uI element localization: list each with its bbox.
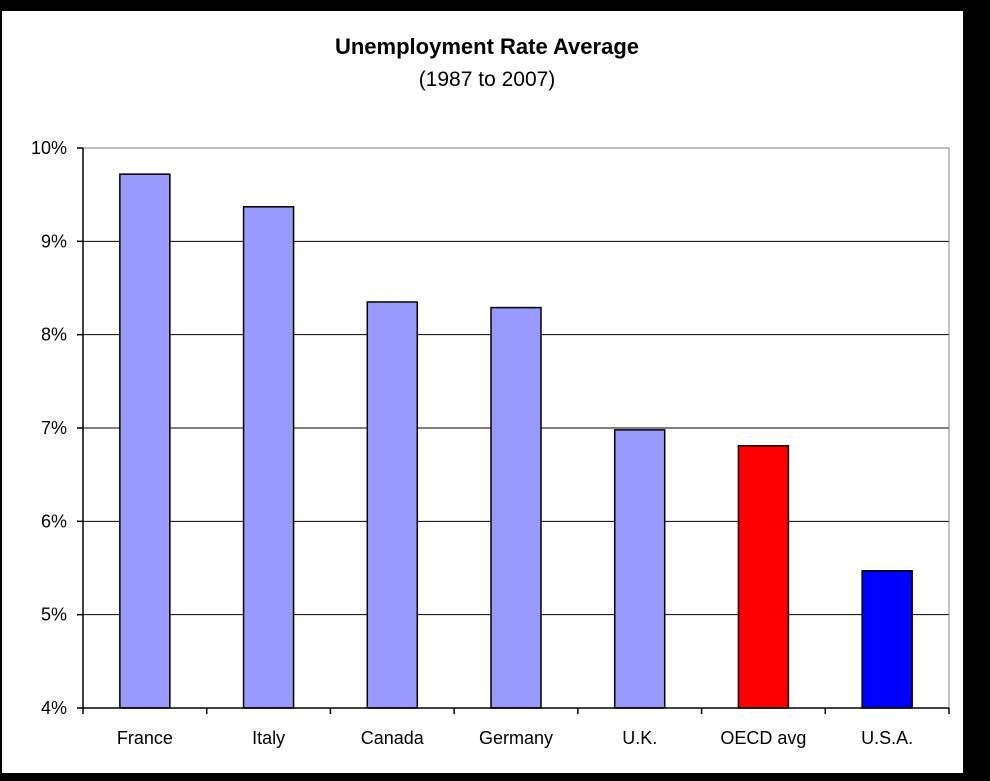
y-tick-label: 8% bbox=[41, 325, 67, 345]
x-category-label: Germany bbox=[479, 728, 553, 748]
bars bbox=[119, 173, 913, 709]
y-tick-labels: 4% 5% 6% 7% 8% 9% 10% bbox=[31, 138, 67, 718]
x-category-label: Italy bbox=[252, 728, 285, 748]
bar-italy bbox=[242, 206, 295, 709]
y-tick-label: 5% bbox=[41, 605, 67, 625]
bar-france bbox=[119, 173, 171, 709]
y-tick-label: 4% bbox=[41, 698, 67, 718]
chart-title: Unemployment Rate Average bbox=[335, 34, 639, 59]
chart-subtitle: (1987 to 2007) bbox=[419, 68, 556, 91]
category-labels: France Italy Canada Germany U.K. OECD avg U.S.… bbox=[117, 728, 913, 748]
y-tick-label: 7% bbox=[41, 418, 67, 438]
x-category-label: U.K. bbox=[622, 728, 657, 748]
bar-u-k bbox=[613, 429, 666, 709]
bar-u-s-a bbox=[861, 570, 913, 709]
y-tick-label: 6% bbox=[41, 511, 67, 531]
y-tick-label: 9% bbox=[41, 231, 67, 251]
bar-oecd-avg bbox=[737, 444, 790, 709]
x-category-label: U.S.A. bbox=[861, 728, 913, 748]
x-category-label: OECD avg bbox=[720, 728, 806, 748]
x-category-label: France bbox=[117, 728, 173, 748]
bar-canada bbox=[366, 301, 419, 709]
x-category-label: Canada bbox=[361, 728, 425, 748]
y-tick-label: 10% bbox=[31, 138, 67, 158]
bar-germany bbox=[490, 306, 542, 709]
axes bbox=[77, 147, 950, 714]
